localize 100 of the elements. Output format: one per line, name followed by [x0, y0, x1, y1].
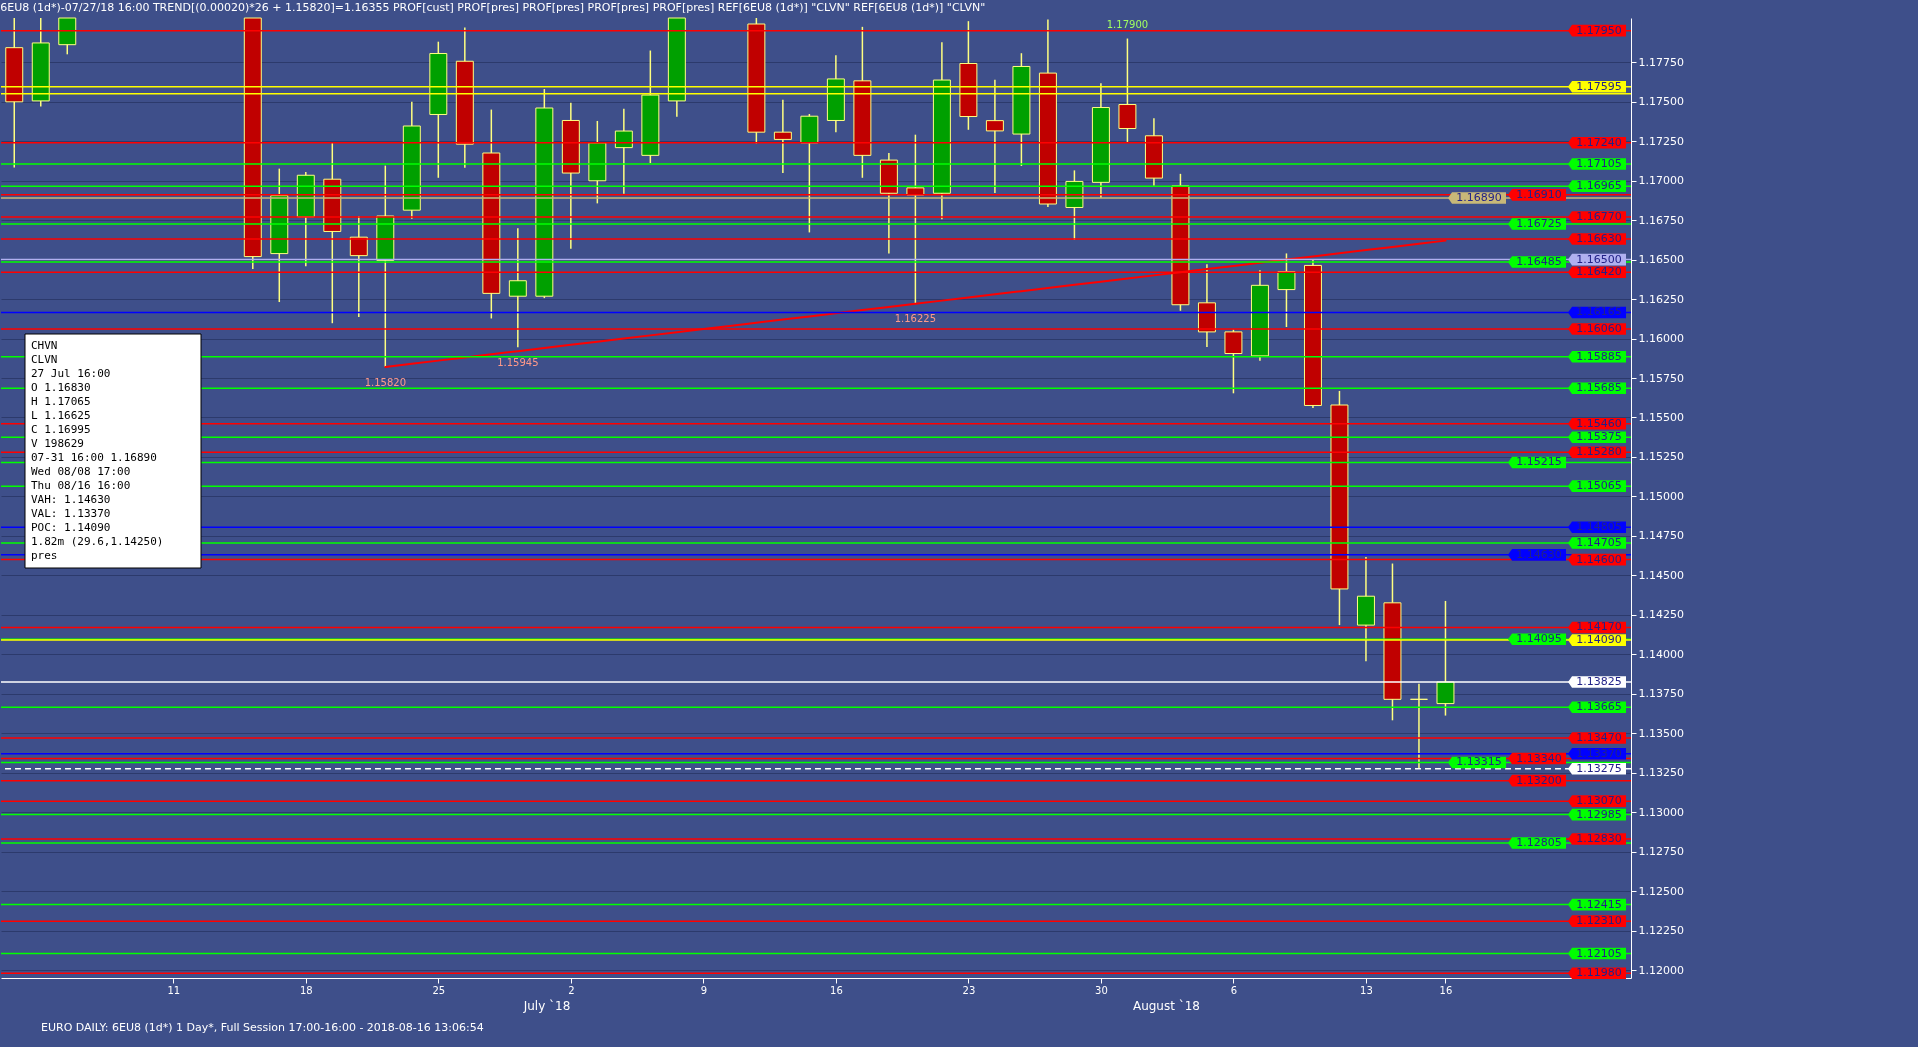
ref-line-label: 1.17105 — [1576, 157, 1622, 171]
annotation: V 198629 — [31, 437, 84, 450]
y-tick-label: 1.15500 — [1638, 410, 1684, 424]
y-tick-label: 1.17750 — [1638, 55, 1684, 69]
y-tick-label: 1.14500 — [1638, 568, 1684, 582]
annotation: O 1.16830 — [31, 381, 91, 394]
x-tick-label: 6 — [1230, 984, 1238, 996]
ref-line-label: 1.12415 — [1576, 897, 1622, 911]
ref-line-label: 1.13470 — [1576, 731, 1622, 744]
ref-line-label: 1.17950 — [1576, 23, 1622, 37]
x-tick-label: 23 — [962, 984, 976, 996]
x-tick-label: 16 — [830, 984, 843, 996]
ref-line-label: 1.16485 — [1516, 254, 1562, 268]
ref-line-label: 1.14705 — [1576, 536, 1622, 549]
annotation: Wed 08/08 17:00 — [31, 465, 131, 478]
ref-line-label: 1.13370 — [1576, 746, 1622, 760]
annotation: 07-31 16:00 1.16890 — [31, 451, 157, 464]
ref-line-label: 1.14090 — [1576, 633, 1622, 647]
y-tick-label: 1.12000 — [1638, 963, 1684, 977]
ref-line-label: 1.12830 — [1576, 832, 1622, 846]
ref-line-label: 1.17240 — [1576, 135, 1622, 149]
ref-line-label: 1.13825 — [1576, 674, 1622, 688]
ref-line-label: 1.16890 — [1456, 191, 1502, 204]
annotation: 1.16225 — [894, 313, 937, 324]
y-tick-label: 1.13000 — [1638, 805, 1684, 819]
ref-line-label: 1.16420 — [1576, 265, 1622, 279]
y-tick-label: 1.17250 — [1638, 134, 1684, 148]
ref-line-label: 1.13665 — [1576, 700, 1622, 714]
x-tick-label: 11 — [167, 984, 181, 996]
y-tick-label: 1.17500 — [1638, 95, 1684, 109]
annotation: Thu 08/16 16:00 — [31, 479, 131, 492]
x-tick-label: 2 — [568, 984, 575, 996]
annotation: 1.15945 — [497, 357, 539, 369]
ref-line-label: 1.15215 — [1516, 455, 1562, 469]
y-tick-label: 1.12500 — [1638, 884, 1684, 898]
annotation: VAL: 1.13370 — [31, 507, 111, 520]
y-tick-label: 1.13250 — [1638, 766, 1684, 780]
x-tick-label: 30 — [1095, 984, 1108, 996]
x-tick-label: 9 — [700, 984, 708, 996]
ref-line-label: 1.15685 — [1576, 381, 1622, 395]
ref-line-label: 1.13200 — [1516, 773, 1562, 787]
text: August `18 — [1132, 999, 1200, 1013]
y-tick-label: 1.16750 — [1638, 213, 1684, 227]
annotation: 1.82m (29.6,1.14250) — [31, 535, 164, 548]
ref-line-label: 1.16965 — [1576, 179, 1622, 193]
ref-line-label: 1.15375 — [1576, 430, 1622, 444]
ref-line-label: 1.15065 — [1576, 479, 1622, 493]
ref-line-label: 1.16500 — [1576, 252, 1622, 266]
x-tick-label: 16 — [1439, 984, 1453, 996]
ref-line-label: 1.13070 — [1576, 794, 1622, 808]
x-tick-label: 13 — [1360, 984, 1373, 996]
ref-line-label: 1.14170 — [1576, 620, 1622, 634]
y-tick-label: 1.15750 — [1638, 371, 1684, 385]
ref-line-label: 1.17595 — [1576, 79, 1622, 93]
text: July `18 — [522, 999, 571, 1013]
ref-line-label: 1.12310 — [1576, 914, 1622, 928]
y-tick-label: 1.17000 — [1638, 174, 1684, 188]
annotation: H 1.17065 — [31, 395, 91, 408]
y-tick-label: 1.12750 — [1638, 845, 1684, 859]
ref-line-label: 1.12105 — [1576, 946, 1622, 960]
ref-line-label: 1.16725 — [1516, 217, 1562, 231]
annotation: CLVN — [31, 353, 58, 366]
ref-line-label: 1.12805 — [1516, 836, 1562, 849]
ref-line-label: 1.14805 — [1576, 520, 1622, 534]
ref-line-label: 1.15885 — [1576, 349, 1622, 363]
annotation: POC: 1.14090 — [31, 521, 111, 534]
annotation: 27 Jul 16:00 — [31, 367, 111, 380]
annotation: 1.15820 — [364, 376, 406, 388]
ref-line-label: 1.14630 — [1516, 547, 1562, 561]
y-tick-label: 1.16250 — [1638, 292, 1684, 306]
chart-title: 6EU8 (1d*)-07/27/18 16:00 TREND[(0.00020)*26 + 1.15820]=1.16355 PROF[cust] PROF[pres] PROF[pres] PROF[pres] PROF[pres] REF[6EU8 (1d*)] "CLVN" REF[6EU8 (1d*)] "CLVN" — [0, 1, 986, 15]
annotation: 1.17900 — [1106, 18, 1149, 30]
y-tick-label: 1.15000 — [1638, 489, 1684, 503]
ref-line-label: 1.14095 — [1516, 632, 1562, 646]
y-tick-label: 1.14250 — [1638, 608, 1684, 622]
ref-line-label: 1.16630 — [1576, 232, 1622, 246]
y-tick-label: 1.13500 — [1638, 726, 1684, 740]
ref-line-label: 1.13315 — [1456, 755, 1502, 769]
ref-line-label: 1.14600 — [1576, 552, 1622, 566]
ref-line-label: 1.16910 — [1516, 187, 1562, 201]
ref-line-label: 1.15460 — [1576, 416, 1622, 430]
annotation: pres — [31, 549, 58, 562]
text: EURO DAILY: 6EU8 (1d*) 1 Day*, Full Session 17:00-16:00 - 2018-08-16 13:06:54 — [41, 1021, 484, 1034]
x-tick-label: 18 — [299, 984, 313, 996]
x-tick-label: 25 — [432, 984, 446, 996]
y-tick-label: 1.12250 — [1638, 924, 1684, 938]
ref-line-label: 1.16165 — [1576, 305, 1622, 319]
annotation: C 1.16995 — [31, 423, 91, 436]
ref-line-label: 1.15280 — [1576, 445, 1622, 459]
y-tick-label: 1.15250 — [1638, 450, 1684, 464]
ref-line-label: 1.16770 — [1576, 209, 1622, 223]
y-tick-label: 1.13750 — [1638, 687, 1684, 701]
y-tick-label: 1.14000 — [1638, 647, 1684, 661]
ref-line-label: 1.13275 — [1576, 761, 1622, 775]
ref-line-label: 1.12985 — [1576, 807, 1622, 821]
ref-line-label: 1.13340 — [1516, 751, 1562, 765]
annotation: L 1.16625 — [31, 409, 91, 422]
y-tick-label: 1.16500 — [1638, 253, 1684, 267]
y-tick-label: 1.16000 — [1638, 332, 1684, 346]
y-tick-label: 1.14750 — [1638, 529, 1684, 543]
